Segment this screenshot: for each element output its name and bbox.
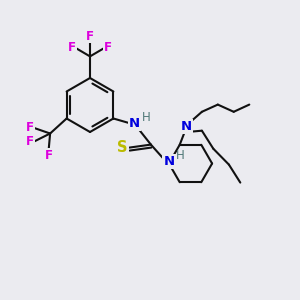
Text: H: H [176,149,185,162]
Text: F: F [68,41,76,54]
Text: F: F [45,148,52,162]
Text: F: F [26,135,34,148]
Text: F: F [104,41,112,54]
Text: F: F [86,29,94,43]
Text: H: H [141,111,150,124]
Text: N: N [129,116,140,130]
Text: S: S [117,140,128,155]
Text: N: N [163,154,174,168]
Text: N: N [181,120,192,133]
Text: F: F [26,121,34,134]
